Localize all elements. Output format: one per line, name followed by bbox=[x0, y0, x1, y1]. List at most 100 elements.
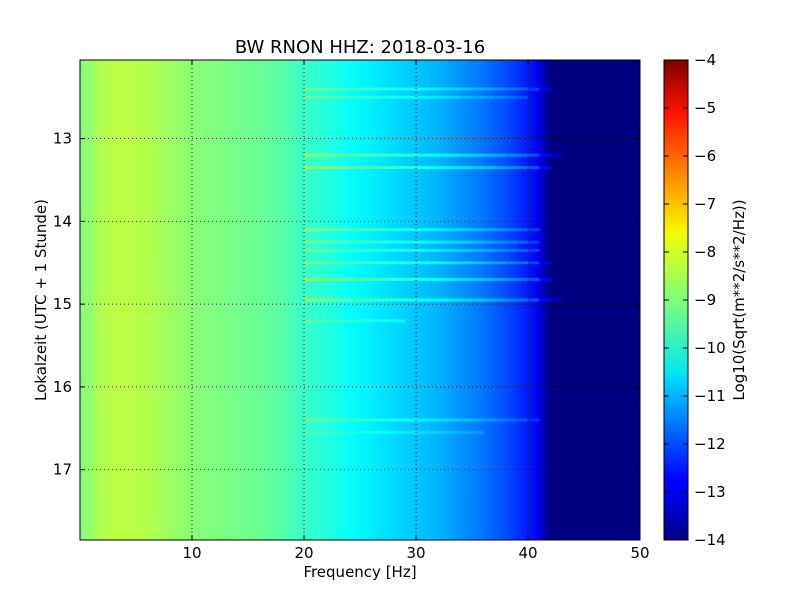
spectral-band-12 bbox=[382, 430, 394, 434]
spectral-band-9 bbox=[505, 298, 518, 302]
spectral-band-3 bbox=[460, 166, 473, 170]
spectral-band-4 bbox=[516, 228, 529, 232]
spectral-band-0 bbox=[494, 87, 506, 91]
spectral-band-11 bbox=[449, 418, 462, 422]
spectral-band-0 bbox=[393, 87, 406, 91]
spectral-band-0 bbox=[304, 87, 316, 91]
spectral-band-10 bbox=[348, 319, 361, 323]
spectral-band-8 bbox=[337, 277, 350, 281]
spectral-band-2 bbox=[438, 153, 450, 157]
spectral-band-0 bbox=[528, 87, 540, 91]
spectral-band-6 bbox=[472, 248, 484, 252]
spectral-band-5 bbox=[304, 240, 316, 244]
spectral-band-3 bbox=[528, 166, 540, 170]
spectral-band-5 bbox=[438, 240, 450, 244]
spectral-band-12 bbox=[371, 430, 383, 434]
spectral-band-11 bbox=[315, 418, 327, 422]
spectral-band-9 bbox=[348, 298, 361, 302]
spectral-band-10 bbox=[326, 319, 338, 323]
spectral-band-12 bbox=[438, 430, 450, 434]
spectral-band-9 bbox=[393, 298, 406, 302]
colorbar-tick-label: −14 bbox=[694, 531, 726, 549]
spectral-band-3 bbox=[416, 166, 428, 170]
grid-layer bbox=[80, 60, 640, 540]
spectral-band-7 bbox=[427, 261, 439, 265]
spectral-band-5 bbox=[528, 240, 540, 244]
spectral-band-5 bbox=[315, 240, 327, 244]
spectral-band-0 bbox=[516, 87, 529, 91]
spectral-band-8 bbox=[326, 277, 338, 281]
spectral-band-3 bbox=[404, 166, 417, 170]
spectral-band-8 bbox=[483, 277, 495, 281]
spectral-band-7 bbox=[326, 261, 338, 265]
y-tick-label: 13 bbox=[53, 130, 72, 148]
spectral-band-8 bbox=[494, 277, 506, 281]
spectral-band-7 bbox=[371, 261, 383, 265]
x-axis-label: Frequency [Hz] bbox=[303, 563, 416, 581]
spectral-band-1 bbox=[371, 95, 383, 99]
spectral-band-8 bbox=[460, 277, 473, 281]
spectral-band-6 bbox=[326, 248, 338, 252]
spectral-band-3 bbox=[438, 166, 450, 170]
spectral-band-4 bbox=[371, 228, 383, 232]
spectral-band-10 bbox=[371, 319, 383, 323]
spectral-band-2 bbox=[516, 153, 529, 157]
spectral-band-2 bbox=[337, 153, 350, 157]
y-tick-label: 16 bbox=[53, 378, 72, 396]
colorbar-tick-label: −9 bbox=[694, 291, 716, 309]
spectral-band-8 bbox=[449, 277, 462, 281]
x-tick-label: 40 bbox=[518, 544, 537, 562]
spectral-band-1 bbox=[393, 95, 406, 99]
spectral-band-6 bbox=[360, 248, 372, 252]
spectral-band-0 bbox=[427, 87, 439, 91]
spectral-band-4 bbox=[494, 228, 506, 232]
spectral-band-2 bbox=[539, 153, 551, 157]
x-tick-label: 10 bbox=[182, 544, 201, 562]
spectral-band-11 bbox=[427, 418, 439, 422]
spectral-band-2 bbox=[505, 153, 518, 157]
spectral-band-6 bbox=[348, 248, 361, 252]
spectral-band-4 bbox=[460, 228, 473, 232]
colorbar-tick-label: −6 bbox=[694, 147, 716, 165]
spectral-band-11 bbox=[472, 418, 484, 422]
spectral-band-5 bbox=[449, 240, 462, 244]
spectral-band-6 bbox=[460, 248, 473, 252]
spectral-band-11 bbox=[404, 418, 417, 422]
colorbar-tick-label: −12 bbox=[694, 435, 726, 453]
spectral-band-8 bbox=[539, 277, 551, 281]
colorbar-ticks: −4 −5 −6 −7 −8 −9 −10 −11 −12 −13 −14 bbox=[664, 51, 726, 549]
spectral-band-2 bbox=[315, 153, 327, 157]
spectral-band-3 bbox=[304, 166, 316, 170]
spectral-band-10 bbox=[382, 319, 394, 323]
spectral-band-11 bbox=[528, 418, 540, 422]
spectral-band-7 bbox=[472, 261, 484, 265]
spectral-band-1 bbox=[315, 95, 327, 99]
spectral-band-11 bbox=[371, 418, 383, 422]
spectral-band-7 bbox=[393, 261, 406, 265]
spectral-band-7 bbox=[304, 261, 316, 265]
spectral-band-7 bbox=[382, 261, 394, 265]
spectral-band-12 bbox=[416, 430, 428, 434]
spectral-band-9 bbox=[404, 298, 417, 302]
spectral-band-3 bbox=[360, 166, 372, 170]
spectral-band-1 bbox=[427, 95, 439, 99]
spectral-band-7 bbox=[505, 261, 518, 265]
spectral-band-4 bbox=[472, 228, 484, 232]
spectral-band-9 bbox=[416, 298, 428, 302]
spectral-band-2 bbox=[449, 153, 462, 157]
spectral-band-11 bbox=[348, 418, 361, 422]
spectral-band-7 bbox=[337, 261, 350, 265]
spectral-band-2 bbox=[360, 153, 372, 157]
spectral-band-8 bbox=[304, 277, 316, 281]
spectral-band-1 bbox=[416, 95, 428, 99]
spectral-band-2 bbox=[494, 153, 506, 157]
spectral-band-8 bbox=[404, 277, 417, 281]
spectral-band-6 bbox=[505, 248, 518, 252]
spectral-band-3 bbox=[326, 166, 338, 170]
spectral-band-9 bbox=[483, 298, 495, 302]
spectral-band-12 bbox=[304, 430, 316, 434]
spectral-band-0 bbox=[360, 87, 372, 91]
spectral-band-5 bbox=[416, 240, 428, 244]
spectral-band-11 bbox=[438, 418, 450, 422]
spectral-band-8 bbox=[427, 277, 439, 281]
